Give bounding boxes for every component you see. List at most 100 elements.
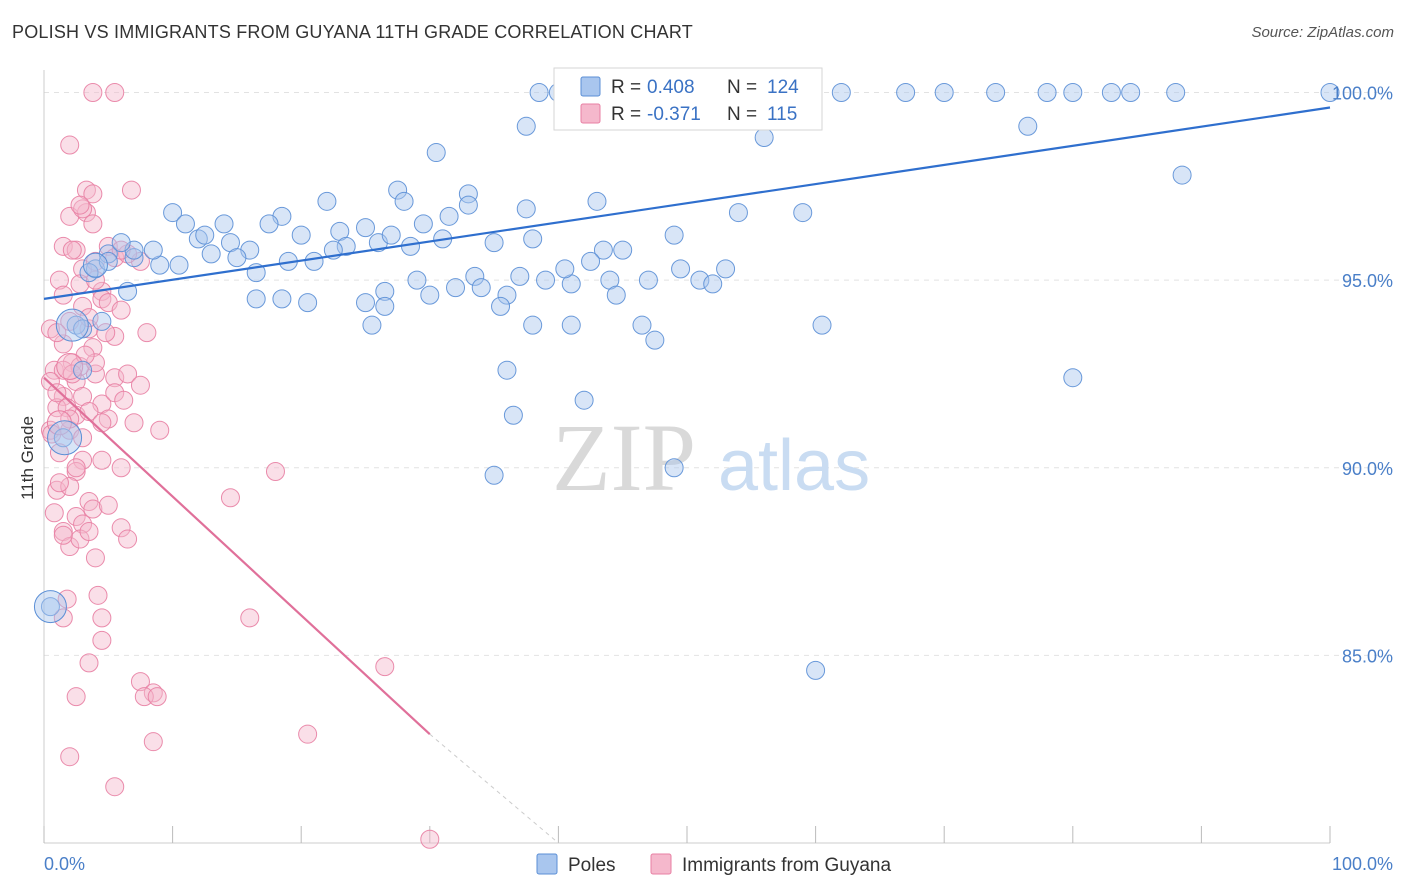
poles-point-70 — [471, 278, 491, 298]
guyana-point-66 — [60, 537, 80, 557]
guyana-point-44 — [98, 409, 118, 429]
legend-box: R = 0.408 N = 124 R = -0.371 N = 115 — [553, 67, 823, 131]
guyana-point-99 — [53, 525, 73, 545]
poles-point-82 — [362, 315, 382, 335]
poles-point-28 — [317, 191, 337, 211]
legend-poles-r-value: 0.408 — [647, 77, 695, 98]
guyana-point-54 — [111, 458, 131, 478]
poles-cluster-point-2 — [33, 590, 67, 624]
poles-point-24 — [426, 143, 446, 163]
guyana-point-64 — [73, 514, 93, 534]
poles-point-92 — [503, 405, 523, 425]
guyana-point-56 — [47, 480, 67, 500]
poles-point-88 — [73, 360, 93, 380]
poles-point-25 — [1172, 165, 1192, 185]
guyana-point-49 — [150, 420, 170, 440]
poles-point-44 — [188, 229, 208, 249]
guyana-point-61 — [66, 507, 86, 527]
guyana-point-74 — [240, 608, 260, 628]
poles-point-12 — [896, 83, 916, 103]
legend-guyana-n-label: N = — [727, 104, 762, 125]
poles-point-18 — [1121, 83, 1141, 103]
guyana-point-70 — [57, 589, 77, 609]
bottom-legend-guyana: Immigrants from Guyana — [682, 855, 891, 876]
guyana-point-59 — [220, 488, 240, 508]
poles-trend-line — [43, 106, 1331, 300]
poles-point-0 — [529, 83, 549, 103]
poles-point-109 — [458, 195, 478, 215]
guyana-point-78 — [130, 672, 150, 692]
poles-point-19 — [1166, 83, 1186, 103]
poles-point-56 — [304, 251, 324, 271]
guyana-point-84 — [143, 732, 163, 752]
guyana-point-26 — [137, 323, 157, 343]
poles-point-47 — [484, 233, 504, 253]
guyana-trend-extension — [429, 733, 559, 844]
y-tick-label-3: 85.0% — [1342, 646, 1393, 666]
guyana-point-7 — [76, 203, 96, 223]
legend-poles-r-label: R = — [611, 77, 646, 98]
poles-point-11 — [831, 83, 851, 103]
guyana-point-57 — [60, 477, 80, 497]
poles-point-101 — [111, 233, 131, 253]
legend-poles-n-label: N = — [727, 77, 762, 98]
poles-point-81 — [66, 315, 86, 335]
guyana-point-5 — [121, 180, 141, 200]
poles-points — [33, 83, 1340, 680]
guyana-point-94 — [118, 244, 138, 264]
poles-point-53 — [124, 248, 144, 268]
poles-point-60 — [716, 259, 736, 279]
poles-point-62 — [465, 266, 485, 286]
guyana-point-20 — [73, 296, 93, 316]
guyana-point-107 — [73, 199, 93, 219]
poles-point-97 — [40, 597, 60, 617]
trend-layer — [43, 106, 1331, 844]
guyana-point-60 — [44, 503, 64, 523]
guyana-point-41 — [47, 398, 67, 418]
poles-point-69 — [446, 278, 466, 298]
guyana-point-103 — [47, 383, 67, 403]
guyana-point-8 — [83, 214, 103, 234]
poles-point-107 — [413, 214, 433, 234]
poles-point-29 — [394, 191, 414, 211]
guyana-point-110 — [66, 458, 86, 478]
poles-point-73 — [497, 285, 517, 305]
guyana-point-33 — [105, 368, 125, 388]
poles-point-34 — [163, 203, 183, 223]
poles-point-51 — [593, 240, 613, 260]
poles-point-31 — [516, 199, 536, 219]
guyana-point-76 — [79, 653, 99, 673]
guyana-point-87 — [420, 829, 440, 849]
guyana-point-0 — [83, 83, 103, 103]
bottom-legend-poles: Poles — [568, 855, 616, 876]
guyana-point-11 — [98, 236, 118, 256]
poles-point-39 — [259, 214, 279, 234]
poles-point-85 — [632, 315, 652, 335]
poles-point-86 — [812, 315, 832, 335]
poles-point-91 — [574, 390, 594, 410]
poles-point-112 — [671, 259, 691, 279]
poles-cluster-point-0 — [55, 308, 89, 342]
poles-point-77 — [298, 293, 318, 313]
axes-layer — [43, 70, 1331, 844]
poles-point-106 — [381, 225, 401, 245]
poles-point-17 — [1101, 83, 1121, 103]
poles-point-110 — [523, 229, 543, 249]
watermark-zip: ZIP — [552, 404, 696, 511]
poles-point-117 — [606, 285, 626, 305]
guyana-point-105 — [111, 300, 131, 320]
poles-point-37 — [175, 214, 195, 234]
x-tick-label-0: 0.0% — [44, 854, 85, 874]
guyana-point-48 — [92, 413, 112, 433]
guyana-point-85 — [60, 747, 80, 767]
source-attribution: Source: ZipAtlas.com — [1251, 24, 1394, 41]
poles-point-114 — [703, 274, 723, 294]
poles-point-104 — [201, 244, 221, 264]
guyana-point-112 — [79, 522, 99, 542]
poles-point-113 — [690, 270, 710, 290]
guyana-point-34 — [118, 364, 138, 384]
poles-point-72 — [420, 285, 440, 305]
poles-point-95 — [806, 660, 826, 680]
guyana-point-72 — [53, 608, 73, 628]
